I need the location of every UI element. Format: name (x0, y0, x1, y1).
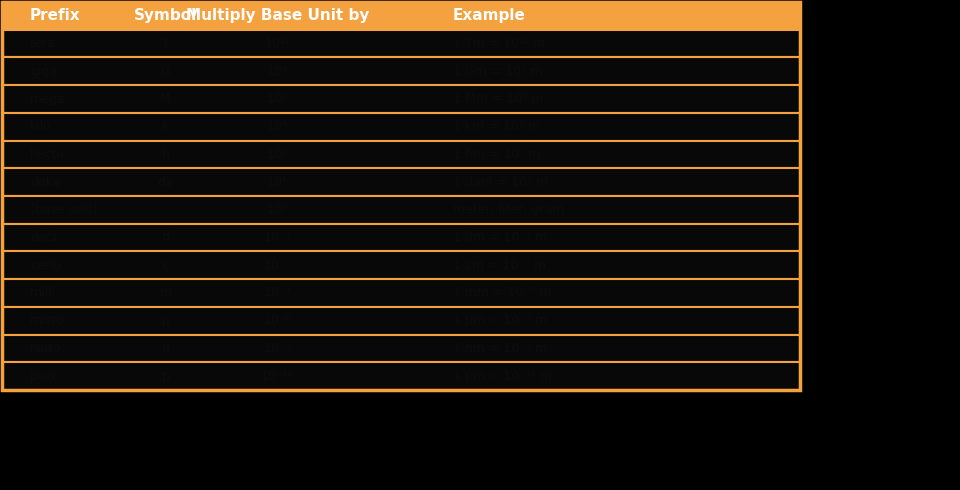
Text: 1 μm = 10⁻⁶ m: 1 μm = 10⁻⁶ m (453, 314, 547, 327)
Text: μ: μ (161, 314, 170, 327)
Text: 10⁻¹: 10⁻¹ (264, 231, 291, 244)
Bar (2, 251, 800, 279)
Text: 10⁶: 10⁶ (267, 93, 288, 105)
Text: 1 hm = 10² m: 1 hm = 10² m (453, 148, 540, 161)
Text: hecto: hecto (30, 148, 65, 161)
Text: 10¹: 10¹ (267, 175, 288, 189)
Bar (2, 30, 800, 57)
Bar (2, 224, 800, 251)
Text: 1 Tm = 10¹² m: 1 Tm = 10¹² m (453, 37, 545, 50)
Bar (2, 2, 800, 390)
Bar (2, 335, 800, 362)
Text: 10⁰: 10⁰ (267, 203, 288, 217)
Text: m: m (159, 287, 172, 299)
Text: da: da (157, 175, 174, 189)
Text: 1 Gm = 10⁹ m: 1 Gm = 10⁹ m (453, 65, 542, 78)
Bar (2, 2, 800, 30)
Text: p: p (161, 369, 170, 383)
Text: giga: giga (30, 65, 58, 78)
Text: deci: deci (30, 231, 57, 244)
Text: (base unit): (base unit) (30, 203, 98, 217)
Text: 1 mm = 10⁻³ m: 1 mm = 10⁻³ m (453, 287, 551, 299)
Text: Multiply Base Unit by: Multiply Base Unit by (185, 8, 369, 24)
Text: 10⁻³: 10⁻³ (264, 287, 291, 299)
Text: 10⁻⁹: 10⁻⁹ (264, 342, 291, 355)
Bar (2, 85, 800, 113)
Text: 10⁻¹²: 10⁻¹² (261, 369, 294, 383)
Text: pico: pico (30, 369, 56, 383)
Text: T: T (161, 37, 170, 50)
Text: 1 nm = 10⁻⁹ m: 1 nm = 10⁻⁹ m (453, 342, 547, 355)
Text: G: G (160, 65, 171, 78)
Text: c: c (162, 259, 169, 272)
Text: meter, liter, gram: meter, liter, gram (453, 203, 564, 217)
Text: 1 pm = 10⁻¹² m: 1 pm = 10⁻¹² m (453, 369, 552, 383)
Bar (2, 57, 800, 85)
Text: micro: micro (30, 314, 65, 327)
Text: Prefix: Prefix (30, 8, 81, 24)
Bar (2, 307, 800, 335)
Bar (2, 141, 800, 168)
Text: 1 dam = 10¹ m: 1 dam = 10¹ m (453, 175, 548, 189)
Text: n: n (161, 342, 170, 355)
Bar (2, 196, 800, 224)
Text: kilo: kilo (30, 120, 52, 133)
Text: 10⁹: 10⁹ (267, 65, 288, 78)
Text: k: k (162, 120, 169, 133)
Text: 10⁻²: 10⁻² (264, 259, 291, 272)
Bar (2, 362, 800, 390)
Text: 1 cm = 10⁻² m: 1 cm = 10⁻² m (453, 259, 546, 272)
Text: tera: tera (30, 37, 56, 50)
Text: 1 dm = 10⁻¹ m: 1 dm = 10⁻¹ m (453, 231, 547, 244)
Text: nano: nano (30, 342, 61, 355)
Text: milli: milli (30, 287, 56, 299)
Text: Symbol: Symbol (134, 8, 197, 24)
Bar (2, 279, 800, 307)
Text: 10³: 10³ (267, 120, 288, 133)
Bar (2, 113, 800, 141)
Text: 10⁻⁶: 10⁻⁶ (264, 314, 291, 327)
Text: Example: Example (453, 8, 526, 24)
Bar (2, 168, 800, 196)
Text: d: d (161, 231, 170, 244)
Text: centi: centi (30, 259, 60, 272)
Text: 1 km = 10³ m: 1 km = 10³ m (453, 120, 540, 133)
Text: mega: mega (30, 93, 65, 105)
Text: h: h (161, 148, 170, 161)
Text: deka: deka (30, 175, 60, 189)
Text: 10¹²: 10¹² (264, 37, 290, 50)
Text: 1 Mm = 10⁶ m: 1 Mm = 10⁶ m (453, 93, 543, 105)
Text: 10²: 10² (267, 148, 288, 161)
Text: M: M (160, 93, 171, 105)
